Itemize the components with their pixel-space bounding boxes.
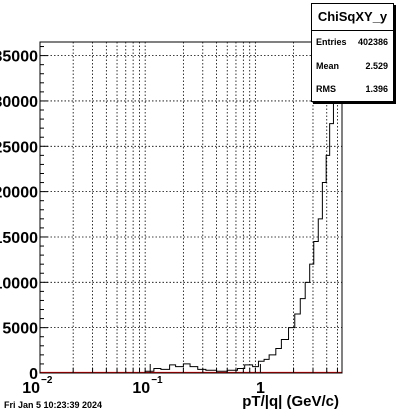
y-tick-label: 35000 xyxy=(0,49,38,66)
y-axis: 0 5000 10000 15000 20000 25000 30000 35000 xyxy=(0,46,48,383)
y-tick-label: 10000 xyxy=(0,275,38,292)
histogram-line xyxy=(40,41,342,374)
y-tick-label: 20000 xyxy=(0,185,38,202)
y-tick-label: 25000 xyxy=(0,139,38,156)
y-tick-label: 5000 xyxy=(2,321,38,338)
x-axis: 10 −2 10 −1 1 xyxy=(22,364,338,397)
y-tick-label: 15000 xyxy=(0,230,38,247)
y-tick-label: 0 xyxy=(29,366,38,383)
grid-lines xyxy=(40,42,342,373)
stats-mean-label: Mean xyxy=(316,60,340,71)
plot-frame xyxy=(39,41,343,374)
stats-row-rms: RMS 1.396 xyxy=(312,78,393,102)
x-axis-title: pT/|q| (GeV/c) xyxy=(242,393,339,410)
x-tick-exponent: −2 xyxy=(41,375,53,386)
stats-row-mean: Mean 2.529 xyxy=(312,55,393,79)
stats-title: ChiSqXY_y xyxy=(312,4,393,31)
x-tick-label: 10 −1 xyxy=(132,375,163,397)
x-tick-base: 10 xyxy=(132,380,150,397)
x-tick-exponent: −1 xyxy=(151,375,163,386)
x-tick-base: 1 xyxy=(256,380,265,397)
histogram-plot xyxy=(40,41,342,374)
stats-mean-value: 2.529 xyxy=(365,60,388,71)
stats-entries-label: Entries xyxy=(316,37,347,47)
stats-entries-value: 402386 xyxy=(357,37,388,47)
x-tick-label: 1 xyxy=(256,380,265,397)
y-tick-label: 30000 xyxy=(0,94,38,111)
x-tick-label: 10 −2 xyxy=(22,375,53,397)
x-tick-base: 10 xyxy=(22,380,40,397)
stats-rms-label: RMS xyxy=(316,84,336,94)
timestamp: Fri Jan 5 10:23:39 2024 xyxy=(4,400,103,410)
stats-row-entries: Entries 402386 xyxy=(312,31,393,55)
stats-rms-value: 1.396 xyxy=(365,84,388,94)
stats-box: ChiSqXY_y Entries 402386 Mean 2.529 RMS … xyxy=(311,3,394,102)
